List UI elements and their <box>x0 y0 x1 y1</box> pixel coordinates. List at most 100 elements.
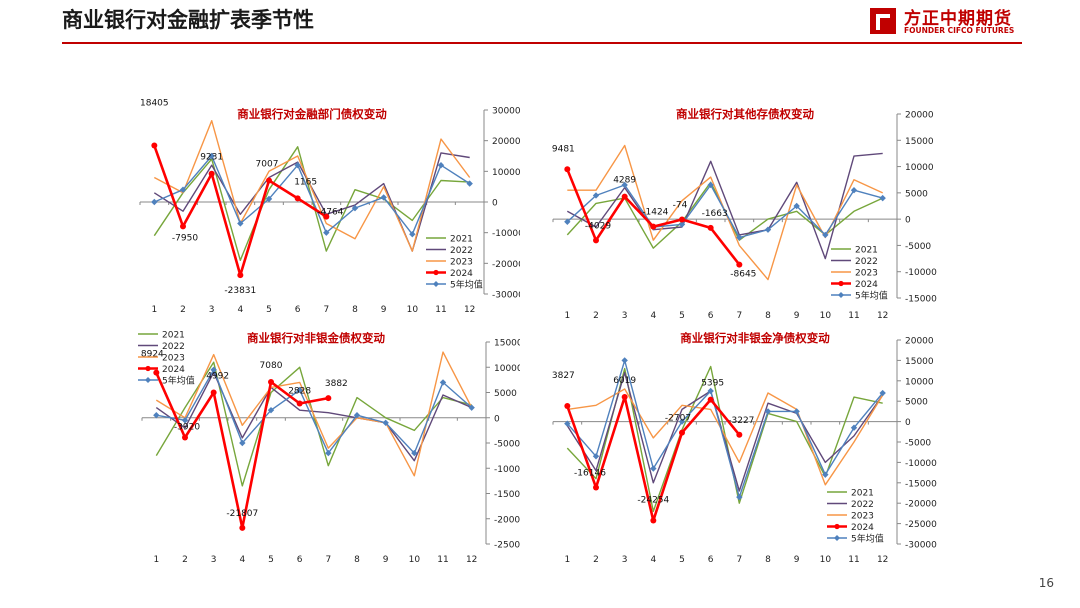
data-label: -4764 <box>317 208 343 218</box>
y-tick-label: -10000 <box>492 229 520 239</box>
data-point-5年均值 <box>764 226 772 233</box>
data-point-2024 <box>621 394 628 401</box>
y-tick-label: -20000 <box>492 260 520 270</box>
data-point-2024 <box>679 429 685 436</box>
x-tick-label: 3 <box>622 555 628 565</box>
data-point-5年均值 <box>678 418 686 425</box>
data-point-2024 <box>650 517 657 524</box>
x-tick-label: 8 <box>354 555 360 565</box>
y-tick-label: -10000 <box>494 465 520 475</box>
y-tick-label: 0 <box>494 414 500 424</box>
data-label: -2707 <box>665 414 691 424</box>
y-tick-label: -25000 <box>494 541 520 551</box>
data-point-2024 <box>208 170 215 177</box>
data-label: -74 <box>673 201 688 211</box>
y-tick-label: 20000 <box>492 137 520 147</box>
y-tick-label: 15000 <box>494 339 520 349</box>
y-tick-label: 0 <box>905 216 911 226</box>
chart-financial-sector-claims: 商业银行对金融部门债权变动 30000 20000 10000 0 -10000 -2000… <box>139 99 520 315</box>
page-title: 商业银行对金融扩表季节性 <box>62 8 314 32</box>
legend-label: 2022 <box>855 257 878 267</box>
data-point-2024 <box>593 484 599 491</box>
data-label: -23831 <box>224 286 256 296</box>
x-tick-label: 12 <box>877 555 888 565</box>
y-tick-label: 10000 <box>494 364 520 374</box>
data-label: -1663 <box>702 209 728 219</box>
series-line-5年均值 <box>566 184 883 239</box>
legend-label: 2023 <box>855 269 878 279</box>
y-tick-label: -20000 <box>905 500 937 510</box>
x-tick-label: 10 <box>409 555 421 565</box>
series-line-2022 <box>566 371 884 492</box>
chart-nonbank-net-claims: 商业银行对非银金净债权变动 20000 15000 10000 5000 0 -5000 -1… <box>552 331 937 565</box>
x-tick-label: 5 <box>268 555 274 565</box>
legend-marker <box>145 377 151 383</box>
x-tick-label: 8 <box>765 311 771 321</box>
x-tick-label: 11 <box>848 311 859 321</box>
x-tick-label: 11 <box>437 555 448 565</box>
data-label: 9481 <box>552 144 575 154</box>
y-tick-label: 5000 <box>905 189 928 199</box>
data-point-5年均值 <box>296 386 303 394</box>
legend-marker <box>838 292 844 298</box>
data-point-2024 <box>239 524 246 531</box>
x-tick-label: 6 <box>708 555 714 565</box>
legend-label: 2021 <box>162 331 185 341</box>
data-point-2024 <box>296 400 303 407</box>
data-point-5年均值 <box>850 424 858 431</box>
data-point-5年均值 <box>239 439 246 447</box>
series-line-2022 <box>155 371 472 462</box>
y-tick-label: 10000 <box>905 163 934 173</box>
data-point-2024 <box>736 431 743 438</box>
data-label: 2828 <box>288 386 311 396</box>
data-point-2024 <box>323 213 330 220</box>
x-tick-label: 12 <box>464 305 475 315</box>
y-tick-label: 30000 <box>492 107 520 117</box>
y-tick-label: -25000 <box>905 520 937 530</box>
x-tick-label: 4 <box>239 555 245 565</box>
logo-text-en: FOUNDER CIFCO FUTURES <box>904 26 1015 35</box>
y-tick-label: -15000 <box>905 479 937 489</box>
data-point-5年均值 <box>153 412 160 419</box>
data-point-5年均值 <box>564 420 571 427</box>
data-point-2024 <box>153 369 160 376</box>
x-tick-label: 7 <box>736 555 742 565</box>
x-tick-label: 3 <box>622 311 628 321</box>
data-point-5年均值 <box>353 412 361 419</box>
x-tick-label: 6 <box>295 305 301 315</box>
data-label: -16146 <box>574 468 606 478</box>
x-tick-label: 6 <box>297 555 303 565</box>
data-label: 9231 <box>200 153 223 163</box>
series-line-5年均值 <box>566 359 884 498</box>
data-label: -3227 <box>728 416 754 426</box>
x-tick-label: 4 <box>237 305 243 315</box>
data-point-5年均值 <box>764 408 772 415</box>
data-point-2024 <box>266 177 272 184</box>
data-point-5年均值 <box>323 229 330 236</box>
data-point-2024 <box>564 402 571 409</box>
data-point-5年均值 <box>592 453 600 460</box>
legend-label: 2021 <box>851 489 874 499</box>
data-point-2024 <box>325 395 332 402</box>
data-point-5年均值 <box>382 419 389 426</box>
legend-label: 2021 <box>855 246 878 256</box>
series-line-2021 <box>155 361 472 487</box>
data-label: -4029 <box>585 221 611 231</box>
y-tick-label: 0 <box>905 418 911 428</box>
chart-other-deposit-claims: 商业银行对其他存债权变动 20000 15000 10000 5000 0 -5000 -10… <box>552 107 937 321</box>
y-tick-label: -5000 <box>494 440 520 450</box>
y-tick-label: 20000 <box>905 111 934 121</box>
data-point-5年均值 <box>210 366 217 373</box>
logo-text-cn: 方正中期期货 <box>904 9 1012 29</box>
data-label: 5395 <box>701 379 724 389</box>
logo-mark-icon <box>870 8 896 34</box>
data-label: -8645 <box>730 270 756 280</box>
data-label: -3920 <box>174 423 200 433</box>
data-point-5年均值 <box>151 198 158 206</box>
data-point-5年均值 <box>351 204 359 212</box>
x-tick-label: 12 <box>877 311 888 321</box>
x-tick-label: 2 <box>180 305 186 315</box>
data-label: 8924 <box>141 350 164 360</box>
legend-label: 5年均值 <box>851 533 884 545</box>
